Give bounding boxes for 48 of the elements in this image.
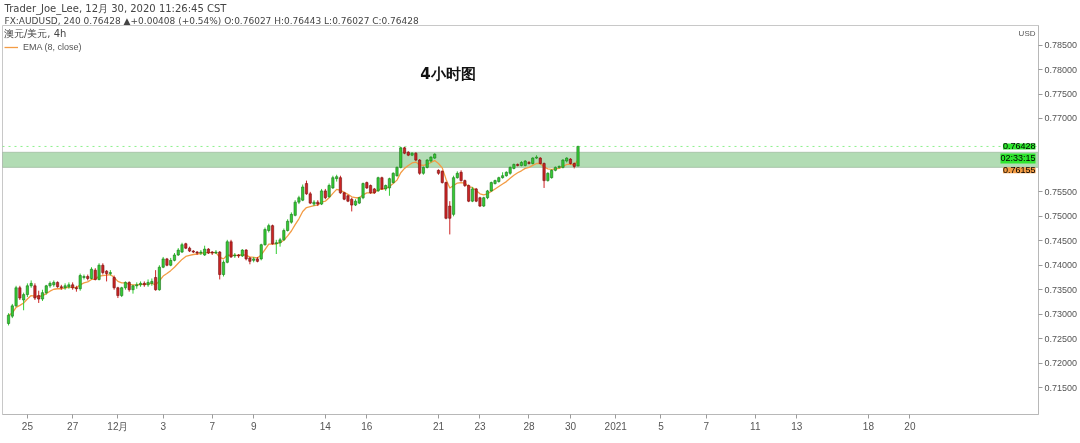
y-tick-label: 0.72500 (1044, 333, 1078, 344)
x-tick-label: 9 (250, 420, 257, 432)
candlestick (146, 278, 150, 288)
y-tick-label: 0.73500 (1044, 284, 1078, 295)
x-tick-label: 3 (160, 420, 167, 432)
x-tick-label: 30 (564, 420, 577, 432)
candlestick (63, 282, 67, 291)
x-tick-label: 16 (361, 420, 373, 432)
candlestick (229, 239, 233, 259)
y-tick-label: 0.74000 (1044, 260, 1078, 271)
x-tick-label: 18 (862, 420, 875, 432)
text: 4小时图 (420, 65, 476, 84)
x-tick-label: 23 (474, 420, 486, 432)
x-tick-label: 2021 (604, 420, 628, 432)
legend-label: EMA (8, close) (23, 42, 82, 52)
x-tick-label: 27 (67, 420, 79, 432)
candlestick (67, 281, 71, 290)
y-axis-title: USD (1018, 28, 1036, 38)
x-tick-label: 5 (658, 420, 665, 432)
x-tick-label: 25 (21, 420, 34, 432)
x-tick-label: 21 (432, 420, 445, 432)
y-tick-label: 0.78000 (1044, 64, 1078, 75)
y-tick-label: 0.72000 (1044, 358, 1078, 369)
y-tick-label: 0.77500 (1044, 89, 1078, 99)
y-tick-label: 0.75500 (1044, 186, 1078, 197)
y-tick-label: 0.77000 (1044, 113, 1078, 124)
y-tick-label: 0.74500 (1044, 235, 1078, 246)
y-tick-label: 0.78500 (1044, 40, 1078, 51)
text: Trader_Joe_Lee, 12月 30, 2020 11:26:45 CST (3, 2, 228, 15)
y-tick-label: 0.73000 (1044, 309, 1078, 320)
x-tick-label: 7 (209, 420, 216, 432)
x-tick-label: 7 (703, 420, 710, 432)
x-tick-label: 20 (904, 420, 916, 432)
ref-line-label: 0.76428 (1002, 141, 1036, 152)
legend-title: 澳元/美元, 4h (4, 27, 68, 41)
line-series (7, 159, 579, 316)
x-tick-label: 12月 (107, 420, 129, 432)
candlestick (48, 280, 52, 289)
annotation: 02:33:15 (1000, 153, 1036, 164)
y-tick-label: 0.75000 (1044, 211, 1078, 222)
x-tick-label: 13 (791, 420, 803, 432)
y-tick-label: 0.71500 (1044, 382, 1078, 393)
annotation: 0.76155 (1002, 165, 1036, 176)
x-tick-label: 28 (523, 420, 535, 432)
x-tick-label: 14 (319, 420, 332, 432)
candlestick (154, 269, 158, 292)
text: FX:AUDUSD, 240 0.76428 ▲+0.00408 (+0.54%) O:0.76027 H:0.76443 L:0.76027 C:0.76428 (4, 15, 420, 26)
x-tick-label: 11 (750, 420, 761, 432)
